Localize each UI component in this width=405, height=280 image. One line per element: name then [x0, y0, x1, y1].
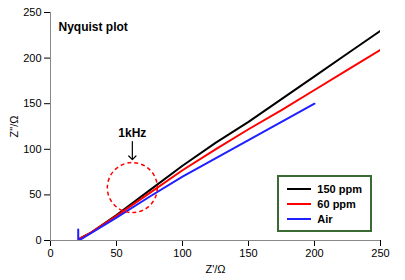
- svg-text:200: 200: [23, 52, 41, 64]
- svg-text:Z"/Ω: Z"/Ω: [8, 116, 20, 138]
- svg-text:100: 100: [23, 143, 41, 155]
- svg-text:200: 200: [305, 247, 323, 259]
- svg-text:250: 250: [23, 6, 41, 18]
- svg-text:150: 150: [23, 97, 41, 109]
- html-text:Air: Air: [317, 212, 333, 225]
- html-text:150 ppm: 150 ppm: [317, 182, 362, 195]
- svg-text:0: 0: [47, 247, 53, 259]
- svg-text:Z'/Ω: Z'/Ω: [205, 263, 225, 275]
- svg-text:50: 50: [29, 188, 41, 200]
- svg-text:100: 100: [173, 247, 191, 259]
- svg-text:Nyquist plot: Nyquist plot: [59, 20, 128, 34]
- svg-text:150: 150: [239, 247, 257, 259]
- svg-text:0: 0: [35, 234, 41, 246]
- svg-text:50: 50: [110, 247, 122, 259]
- svg-text:1kHz: 1kHz: [118, 126, 146, 140]
- html-text:60 ppm: 60 ppm: [317, 197, 356, 210]
- svg-text:250: 250: [371, 247, 389, 259]
